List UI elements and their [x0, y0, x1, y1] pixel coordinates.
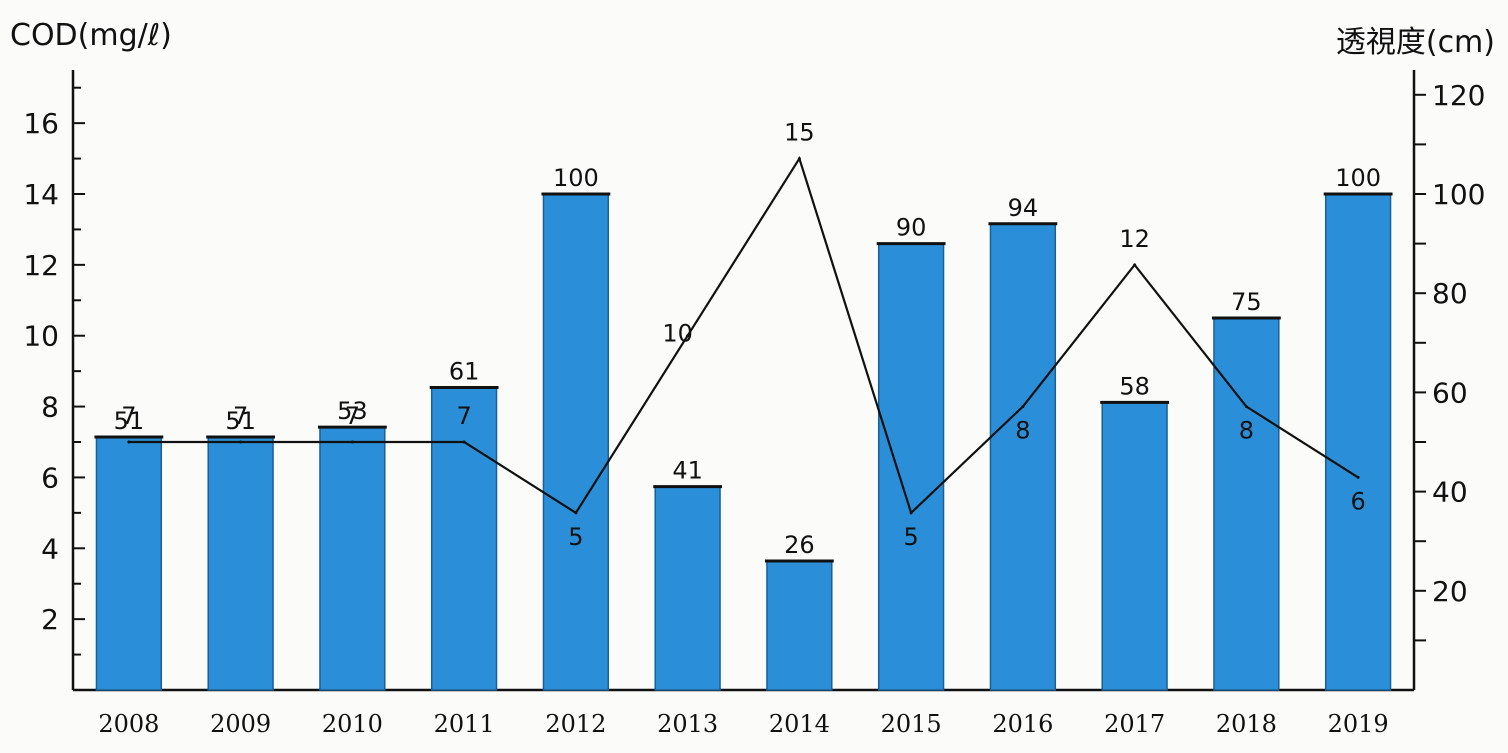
bar [1213, 317, 1280, 691]
line-value-label: 8 [1239, 417, 1254, 445]
right-axis-tick-label: 40 [1432, 476, 1468, 509]
line-value-label: 7 [233, 402, 248, 430]
line-value-label: 12 [1119, 225, 1150, 253]
bar-value-label: 51 [225, 407, 256, 435]
bar-value-label: 53 [337, 397, 368, 425]
line-point [1356, 475, 1360, 479]
x-axis-tick-label: 2018 [1216, 710, 1277, 738]
x-axis-tick-label: 2012 [545, 710, 606, 738]
line-value-label: 10 [662, 320, 693, 348]
bar-value-label: 61 [449, 357, 480, 385]
line-path [128, 155, 1359, 515]
left-axis-title: COD(mg/ℓ) [10, 18, 172, 53]
line-point [462, 440, 466, 444]
bar [319, 426, 386, 691]
line-point [1021, 405, 1025, 409]
left-axis-tick-label: 2 [41, 603, 59, 636]
line-value-label: 7 [121, 402, 136, 430]
line-point [797, 157, 801, 161]
bar [989, 223, 1057, 691]
line-value-label: 7 [345, 402, 360, 430]
bar-value-label: 90 [896, 214, 927, 242]
line-value-label: 6 [1350, 487, 1365, 515]
bar [877, 242, 945, 691]
line-point [1133, 263, 1137, 267]
left-axis-tick-label: 12 [23, 249, 59, 282]
left-axis-tick-label: 8 [41, 391, 59, 424]
line-value-label: 5 [568, 523, 583, 551]
bar-series [94, 192, 1393, 691]
line-series [127, 155, 1360, 515]
line-point [1244, 405, 1248, 409]
bar [430, 386, 498, 691]
bar-value-label: 100 [553, 164, 599, 192]
line-point [127, 440, 131, 444]
right-axis-tick-label: 60 [1432, 376, 1468, 409]
bar-value-label: 94 [1008, 194, 1039, 222]
line-value-label: 5 [903, 523, 918, 551]
left-axis-tick-label: 6 [41, 461, 59, 494]
line-value-label: 15 [784, 119, 815, 147]
line-point [686, 334, 690, 338]
right-axis-ticks: 20 40 60 80 100 120 [1414, 79, 1485, 642]
x-axis-tick-label: 2008 [98, 710, 159, 738]
bar-value-label: 58 [1119, 372, 1150, 400]
bar [95, 436, 163, 691]
bar-value-label: 51 [114, 407, 145, 435]
bar [654, 485, 721, 691]
left-axis-tick-label: 16 [23, 107, 59, 140]
x-axis-tick-label: 2013 [657, 710, 718, 738]
axes [71, 70, 1416, 692]
bar-value-label: 75 [1231, 288, 1262, 316]
right-axis-tick-label: 80 [1432, 277, 1468, 310]
right-axis-tick-label: 20 [1432, 575, 1468, 608]
right-axis-tick-label: 100 [1432, 178, 1485, 211]
bar [1101, 401, 1168, 691]
line-value-label: 7 [456, 402, 471, 430]
x-axis-ticks: 2008 2009 2010 2011 2012 2013 2014 2015 2016 2017… [98, 710, 1388, 738]
x-axis-tick-label: 2010 [322, 710, 383, 738]
x-axis-tick-label: 2015 [881, 710, 942, 738]
x-axis-tick-label: 2009 [210, 710, 271, 738]
bar-value-label: 41 [672, 457, 703, 485]
line-point [350, 440, 354, 444]
x-axis-tick-label: 2014 [769, 710, 830, 738]
right-axis-title: 透視度(cm) [1336, 25, 1495, 60]
bar [207, 436, 274, 691]
x-axis-tick-label: 2019 [1328, 710, 1389, 738]
x-axis-tick-label: 2011 [434, 710, 495, 738]
bar [1324, 193, 1392, 691]
left-axis-tick-label: 14 [23, 178, 59, 211]
line-point [239, 440, 243, 444]
bar [766, 560, 833, 691]
left-axis-ticks: 2 4 6 8 10 12 14 16 [23, 86, 85, 656]
left-axis-tick-label: 10 [23, 320, 59, 353]
x-axis-tick-label: 2016 [992, 710, 1053, 738]
right-axis-tick-label: 120 [1432, 79, 1485, 112]
bar [542, 193, 610, 691]
x-axis-tick-label: 2017 [1104, 710, 1165, 738]
bar-value-label: 26 [784, 531, 815, 559]
line-point [574, 511, 578, 515]
bar-value-label: 100 [1335, 164, 1381, 192]
left-axis-tick-label: 4 [41, 532, 59, 565]
line-point [909, 511, 913, 515]
line-value-label: 8 [1015, 417, 1030, 445]
